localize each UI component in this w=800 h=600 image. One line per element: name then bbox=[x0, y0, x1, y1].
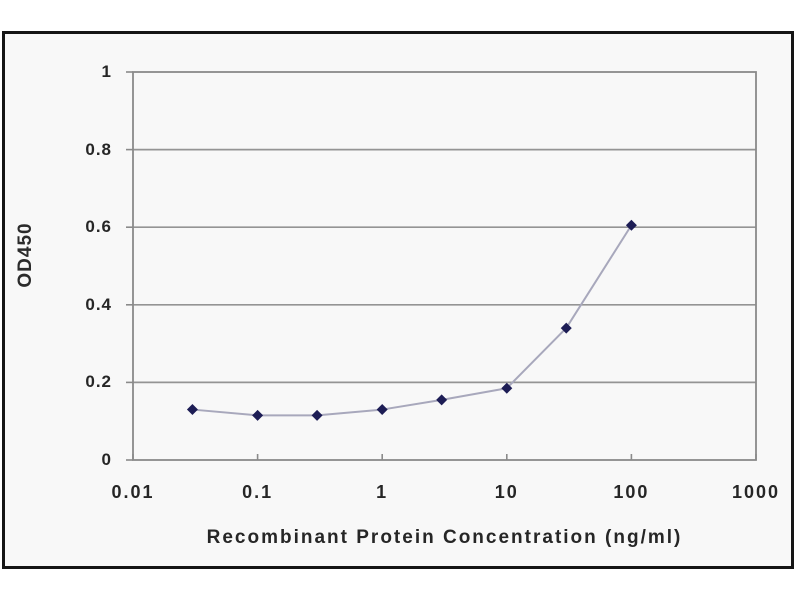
data-point-marker bbox=[501, 382, 513, 394]
plot-frame bbox=[132, 71, 757, 461]
data-point-marker bbox=[560, 322, 572, 334]
x-axis-title: Recombinant Protein Concentration (ng/ml… bbox=[206, 527, 683, 548]
chart-border-box bbox=[2, 31, 794, 569]
data-point-marker bbox=[436, 394, 448, 406]
series-line bbox=[192, 224, 633, 417]
data-point-marker bbox=[376, 404, 388, 416]
data-point-marker bbox=[252, 409, 264, 421]
data-point-marker bbox=[311, 409, 323, 421]
data-point-marker bbox=[625, 219, 637, 231]
y-axis-title: OD450 bbox=[15, 222, 36, 288]
data-point-marker bbox=[186, 404, 198, 416]
